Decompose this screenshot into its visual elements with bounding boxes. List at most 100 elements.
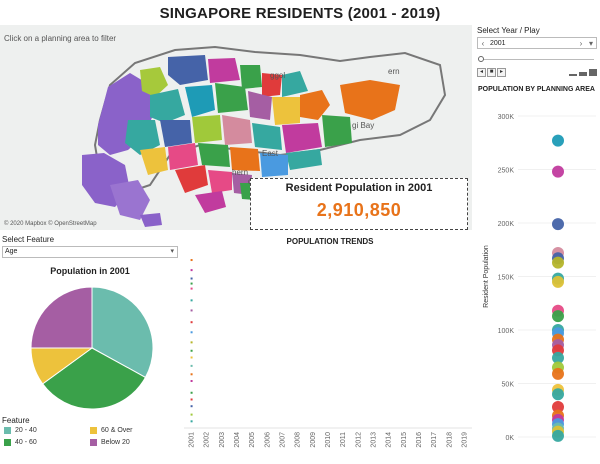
map-region-bukit-timah (192, 115, 222, 143)
speed-fast-icon[interactable] (589, 69, 597, 76)
chevron-down-icon[interactable]: ▾ (170, 247, 174, 257)
trend-data-mark[interactable] (191, 299, 193, 301)
map-region-novena (198, 143, 230, 167)
year-slider[interactable] (477, 55, 597, 63)
scatter-point[interactable] (552, 218, 564, 230)
trend-data-mark[interactable] (191, 405, 193, 407)
pie-slice[interactable] (31, 287, 92, 348)
trend-data-mark[interactable] (191, 259, 193, 261)
trend-data-mark[interactable] (191, 331, 193, 333)
playback-controls: ◂ ■ ▸ (477, 67, 597, 77)
year-select[interactable]: ‹ 2001 › ▾ (477, 37, 597, 49)
scatter-tick-label: 0K (505, 435, 514, 442)
year-slider-track (483, 59, 594, 60)
scatter-tick-label: 300K (498, 114, 515, 121)
map-label-east: East (262, 149, 278, 158)
map-region-toa-payoh (222, 115, 252, 145)
map-region-choa-chu-kang (150, 89, 185, 123)
speed-controls (569, 69, 597, 76)
map-label-bay: gi Bay (352, 121, 374, 130)
map-region-changi (340, 80, 400, 120)
speed-slow-icon[interactable] (569, 74, 577, 76)
chevron-left-icon[interactable]: ‹ (478, 39, 488, 48)
speed-medium-icon[interactable] (579, 72, 587, 76)
legend-item[interactable]: 60 & Over (90, 427, 133, 434)
year-control: Select Year / Play ‹ 2001 › ▾ ◂ ■ ▸ (477, 26, 597, 77)
trend-data-mark[interactable] (191, 373, 193, 375)
trend-data-mark[interactable] (191, 414, 193, 416)
map-region-western-islands (140, 213, 162, 227)
map-region-pasir-ris (322, 115, 352, 147)
trend-data-mark[interactable] (191, 309, 193, 311)
map-region-bukit-panjang (185, 85, 215, 117)
scatter-point[interactable] (552, 310, 564, 322)
map-credit: © 2020 Mapbox © OpenStreetMap (4, 221, 97, 227)
legend-title: Feature (2, 416, 30, 425)
map-region-outram (208, 170, 232, 193)
map-region-tampines (282, 123, 322, 153)
feature-select-label: Select Feature (2, 235, 54, 244)
legend-item[interactable]: 20 - 40 (4, 427, 37, 434)
map-region-jurong-east (140, 147, 168, 175)
trend-year-label: 2013 (370, 432, 377, 448)
trend-data-mark[interactable] (191, 283, 193, 285)
pie-title: Population in 2001 (0, 266, 180, 276)
trend-year-label: 2010 (325, 432, 332, 448)
scatter-point[interactable] (552, 276, 564, 288)
scatter-tick-label: 200K (498, 221, 515, 228)
scatter-point[interactable] (552, 257, 564, 269)
scatter-tick-label: 50K (502, 382, 515, 389)
trend-data-mark[interactable] (191, 269, 193, 271)
trend-data-mark[interactable] (191, 380, 193, 382)
trend-data-mark[interactable] (191, 321, 193, 323)
scatter-point[interactable] (552, 368, 564, 380)
scatter-point[interactable] (552, 388, 564, 400)
legend-item[interactable]: 40 - 60 (4, 439, 37, 446)
legend-swatch (4, 439, 11, 446)
pie-chart[interactable] (30, 286, 154, 410)
scatter-point[interactable] (552, 135, 564, 147)
trend-data-mark[interactable] (191, 392, 193, 394)
scatter-point[interactable] (552, 166, 564, 178)
scatter-point[interactable] (552, 430, 564, 442)
trend-data-mark[interactable] (191, 350, 193, 352)
legend-swatch (90, 427, 97, 434)
map-hint: Click on a planning area to filter (4, 34, 116, 43)
map-region-sengkang (272, 97, 300, 125)
legend-item[interactable]: Below 20 (90, 439, 130, 446)
map-label-southern: hern (232, 168, 248, 177)
chevron-right-icon[interactable]: › (576, 39, 586, 48)
trend-data-mark[interactable] (191, 341, 193, 343)
map-region-bedok (286, 149, 322, 170)
chevron-down-icon[interactable]: ▾ (586, 39, 596, 48)
trend-year-label: 2019 (461, 432, 468, 448)
feature-select[interactable]: Age ▾ (2, 246, 178, 258)
trend-data-mark[interactable] (191, 278, 193, 280)
trend-year-label: 2001 (189, 432, 196, 448)
trend-year-label: 2011 (340, 432, 347, 447)
map-region-punggol (282, 71, 308, 97)
trend-year-label: 2003 (219, 432, 226, 448)
trend-data-mark[interactable] (191, 365, 193, 367)
trend-year-label: 2014 (386, 432, 393, 448)
trend-year-label: 2016 (416, 432, 423, 448)
map-region-islands (195, 191, 226, 213)
trend-year-label: 2015 (401, 432, 408, 448)
scatter-tick-label: 150K (498, 275, 515, 282)
trends-chart[interactable]: 2001 2002 2003 2004 2005 2006 2007 2008 2009 2010… (180, 250, 476, 462)
scatter-chart[interactable]: 0K 50K 100K 150K 200K 250K 300K Resident Popula… (478, 96, 596, 446)
trend-data-mark[interactable] (191, 288, 193, 290)
trend-year-label: 2018 (446, 432, 453, 448)
feature-select-value: Age (5, 248, 17, 255)
step-back-icon[interactable]: ◂ (477, 68, 486, 77)
map-region-sembawang (208, 58, 240, 83)
legend-label: 20 - 40 (15, 427, 37, 434)
trend-data-mark[interactable] (191, 398, 193, 400)
play-icon[interactable]: ▸ (497, 68, 506, 77)
trend-data-mark[interactable] (191, 420, 193, 422)
trend-data-mark[interactable] (191, 356, 193, 358)
year-slider-thumb[interactable] (478, 56, 484, 62)
pause-icon[interactable]: ■ (487, 68, 496, 77)
scatter-tick-label: 250K (498, 168, 515, 175)
legend-label: 40 - 60 (15, 439, 37, 446)
